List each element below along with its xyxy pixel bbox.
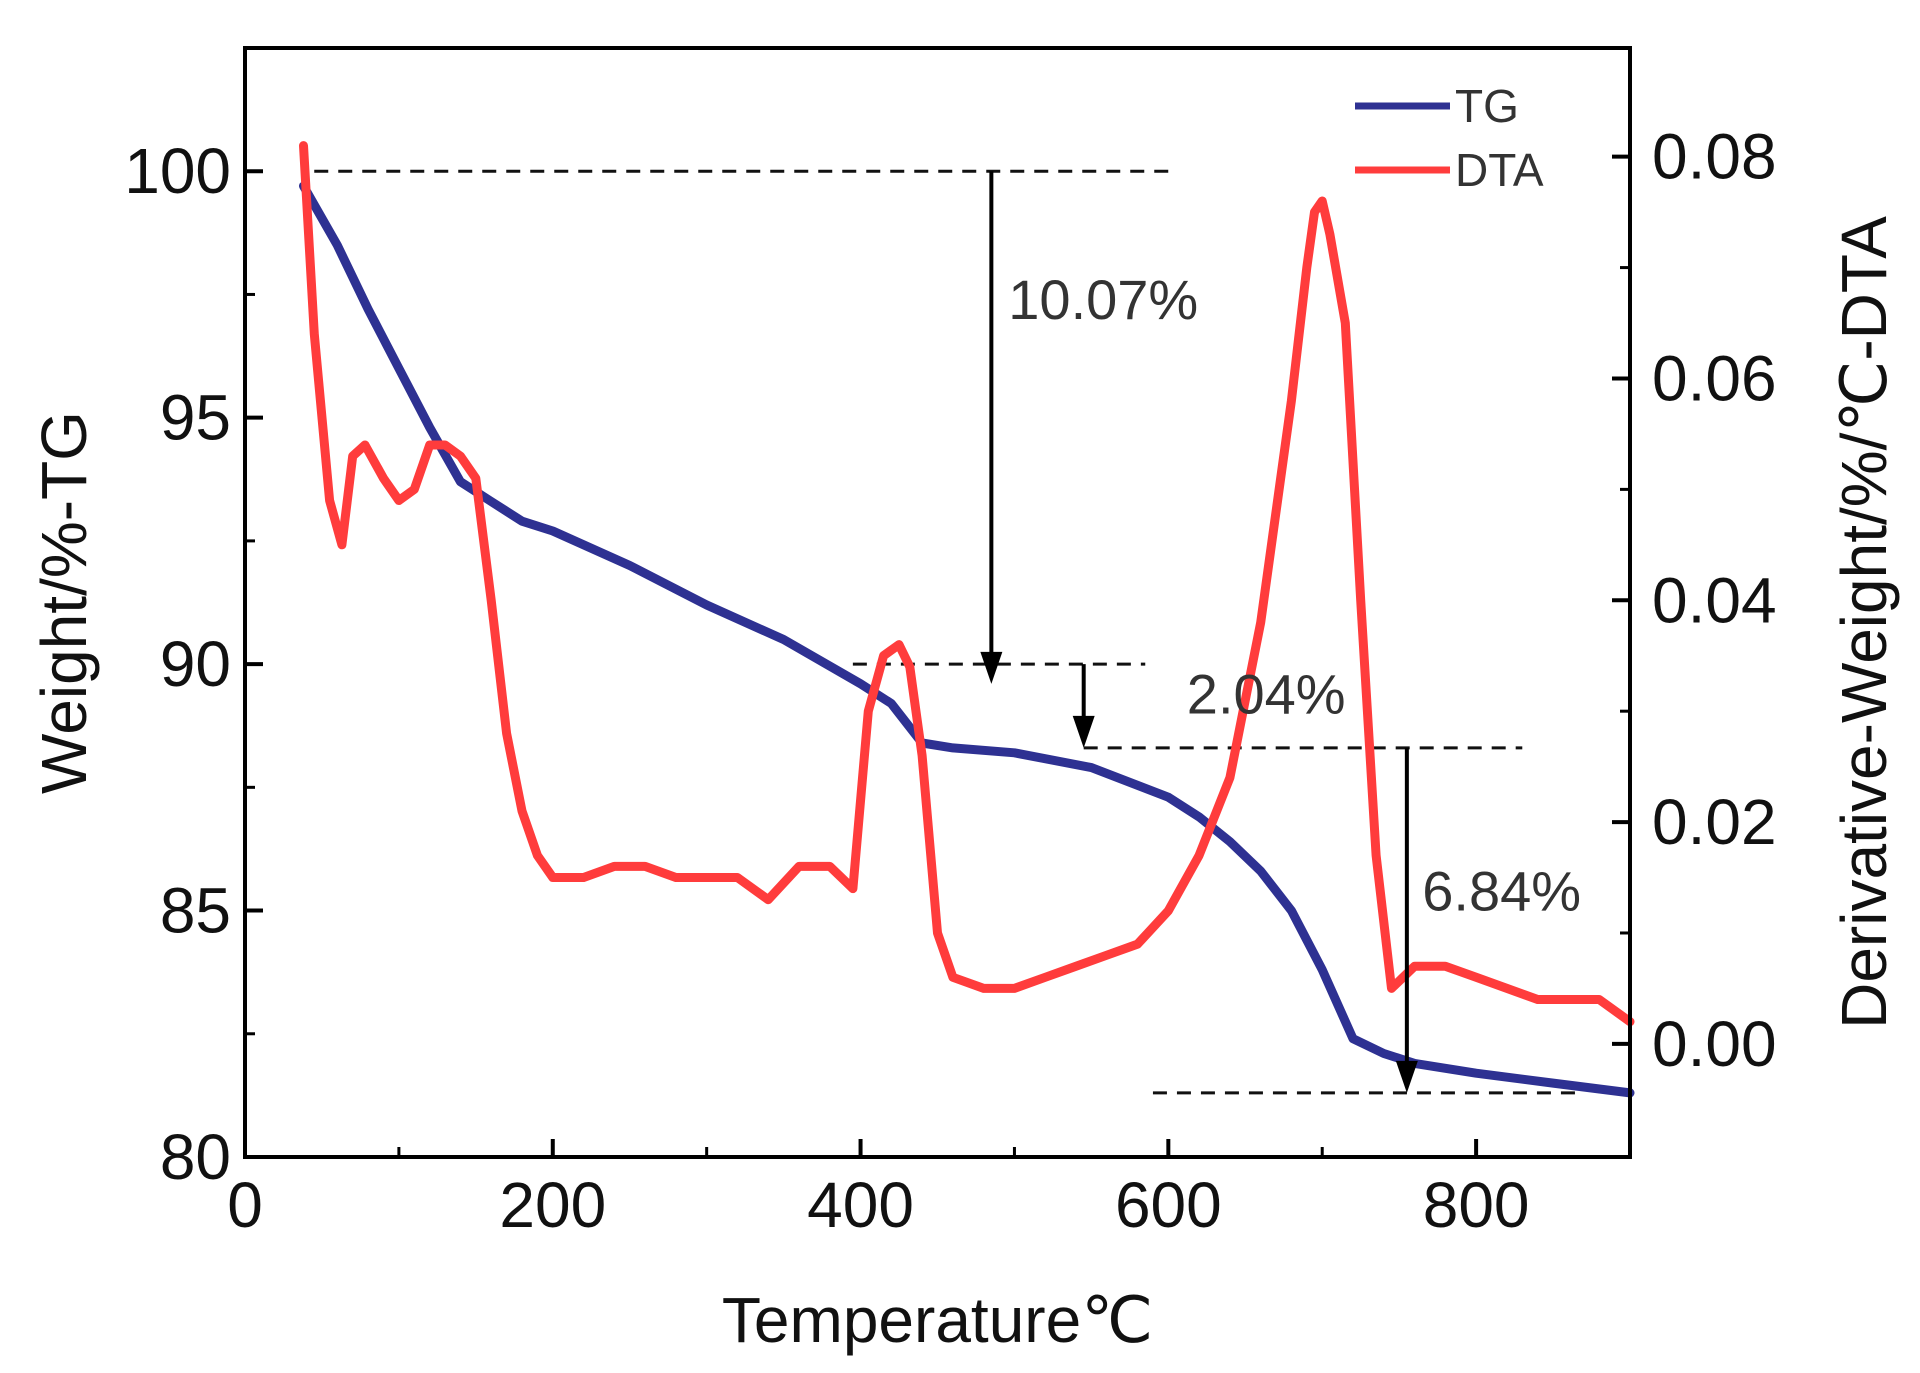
x-axis-title: Temperature℃ [722, 1284, 1153, 1356]
y-right-tick-label: 0.06 [1652, 342, 1777, 414]
y-left-axis-title: Weight/%-TG [28, 411, 100, 794]
step-arrow-head-1 [1072, 715, 1095, 748]
x-tick-label: 0 [227, 1169, 263, 1241]
step-arrow-head-2 [1395, 1060, 1418, 1093]
y-right-tick-label: 0.08 [1652, 121, 1777, 193]
y-left-tick-label: 85 [160, 875, 231, 947]
x-tick-label: 800 [1423, 1169, 1530, 1241]
y-right-tick-label: 0.00 [1652, 1008, 1777, 1080]
y-right-tick-label: 0.02 [1652, 786, 1777, 858]
y-left-tick-label: 90 [160, 628, 231, 700]
y-right-axis-title: Derivative-Weight/%/℃-DTA [1828, 216, 1900, 1029]
x-tick-label: 400 [807, 1169, 914, 1241]
x-tick-label: 600 [1115, 1169, 1222, 1241]
y-right-tick-label: 0.04 [1652, 564, 1777, 636]
series-line-dta [299, 141, 1635, 1027]
legend-label-dta: DTA [1455, 144, 1544, 196]
annotation-label-0: 10.07% [1008, 268, 1198, 331]
step-arrow-head-0 [980, 651, 1003, 684]
y-left-tick-label: 100 [124, 135, 231, 207]
annotation-label-2: 6.84% [1422, 860, 1581, 923]
x-tick-label: 200 [499, 1169, 606, 1241]
plot-frame [243, 46, 1632, 1159]
legend-label-tg: TG [1455, 80, 1519, 132]
series-line-tg [299, 181, 1635, 1098]
annotation-label-1: 2.04% [1187, 662, 1346, 725]
y-left-tick-label: 95 [160, 382, 231, 454]
y-left-tick-label: 80 [160, 1121, 231, 1193]
